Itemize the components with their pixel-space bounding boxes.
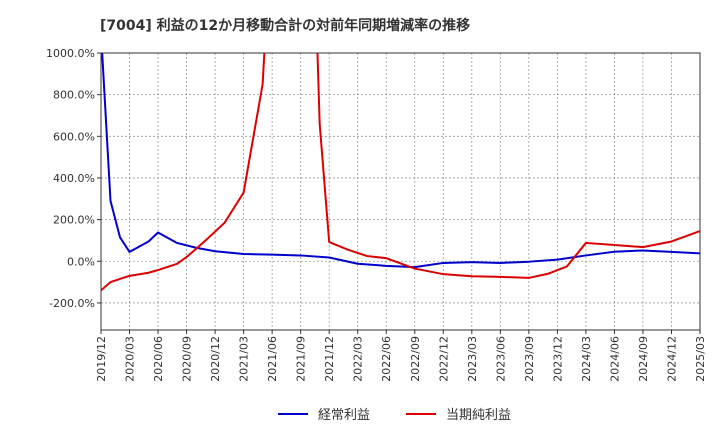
x-tick-label: 2022/12 <box>437 336 450 382</box>
grid <box>101 53 700 330</box>
x-tick-label: 2020/09 <box>181 336 194 382</box>
x-tick-label: 2023/06 <box>494 336 507 382</box>
plot-area-frame <box>100 52 701 331</box>
x-tick-label: 2024/06 <box>608 336 621 382</box>
x-tick-label: 2023/09 <box>523 336 536 382</box>
x-tick-label: 2021/03 <box>238 336 251 382</box>
x-tick-label: 2023/12 <box>551 336 564 382</box>
x-tick-label: 2024/09 <box>637 336 650 382</box>
x-tick-label: 2023/03 <box>466 336 479 382</box>
x-tick-label: 2020/03 <box>124 336 137 382</box>
y-tick-label: 800.0% <box>53 89 95 102</box>
x-tick-label: 2022/09 <box>409 336 422 382</box>
y-tick-label: 200.0% <box>53 214 95 227</box>
chart-title: [7004] 利益の12か月移動合計の対前年同期増減率の推移 <box>100 17 470 34</box>
x-tick-label: 2021/06 <box>266 336 279 382</box>
x-tick-label: 2020/06 <box>152 336 165 382</box>
y-axis: 1000.0% 800.0% 600.0% 400.0% 200.0% 0.0% -200.… <box>46 47 101 310</box>
y-tick-label: -200.0% <box>49 297 95 310</box>
x-tick-label: 2020/12 <box>209 336 222 382</box>
x-tick-label: 2024/03 <box>580 336 593 382</box>
y-tick-label: 1000.0% <box>46 47 95 60</box>
x-tick-label: 2021/09 <box>295 336 308 382</box>
y-tick-label: 400.0% <box>53 172 95 185</box>
y-tick-label: 0.0% <box>67 255 95 268</box>
legend-label-1: 経常利益 <box>318 408 370 423</box>
x-tick-label: 2021/12 <box>323 336 336 382</box>
x-tick-label: 2025/03 <box>694 336 707 382</box>
series-line-2 <box>101 53 700 292</box>
x-tick-label: 2024/12 <box>665 336 678 382</box>
series-group <box>101 53 700 292</box>
y-tick-label: 600.0% <box>53 130 95 143</box>
x-axis: 2019/12 2020/03 2020/06 2020/09 2020/12 2021/… <box>95 330 707 382</box>
legend: 経常利益 当期純利益 <box>278 408 511 423</box>
x-tick-label: 2019/12 <box>95 336 108 382</box>
x-tick-label: 2022/06 <box>380 336 393 382</box>
x-tick-label: 2022/03 <box>352 336 365 382</box>
legend-label-2: 当期純利益 <box>446 408 511 423</box>
series-line-1 <box>101 53 700 269</box>
